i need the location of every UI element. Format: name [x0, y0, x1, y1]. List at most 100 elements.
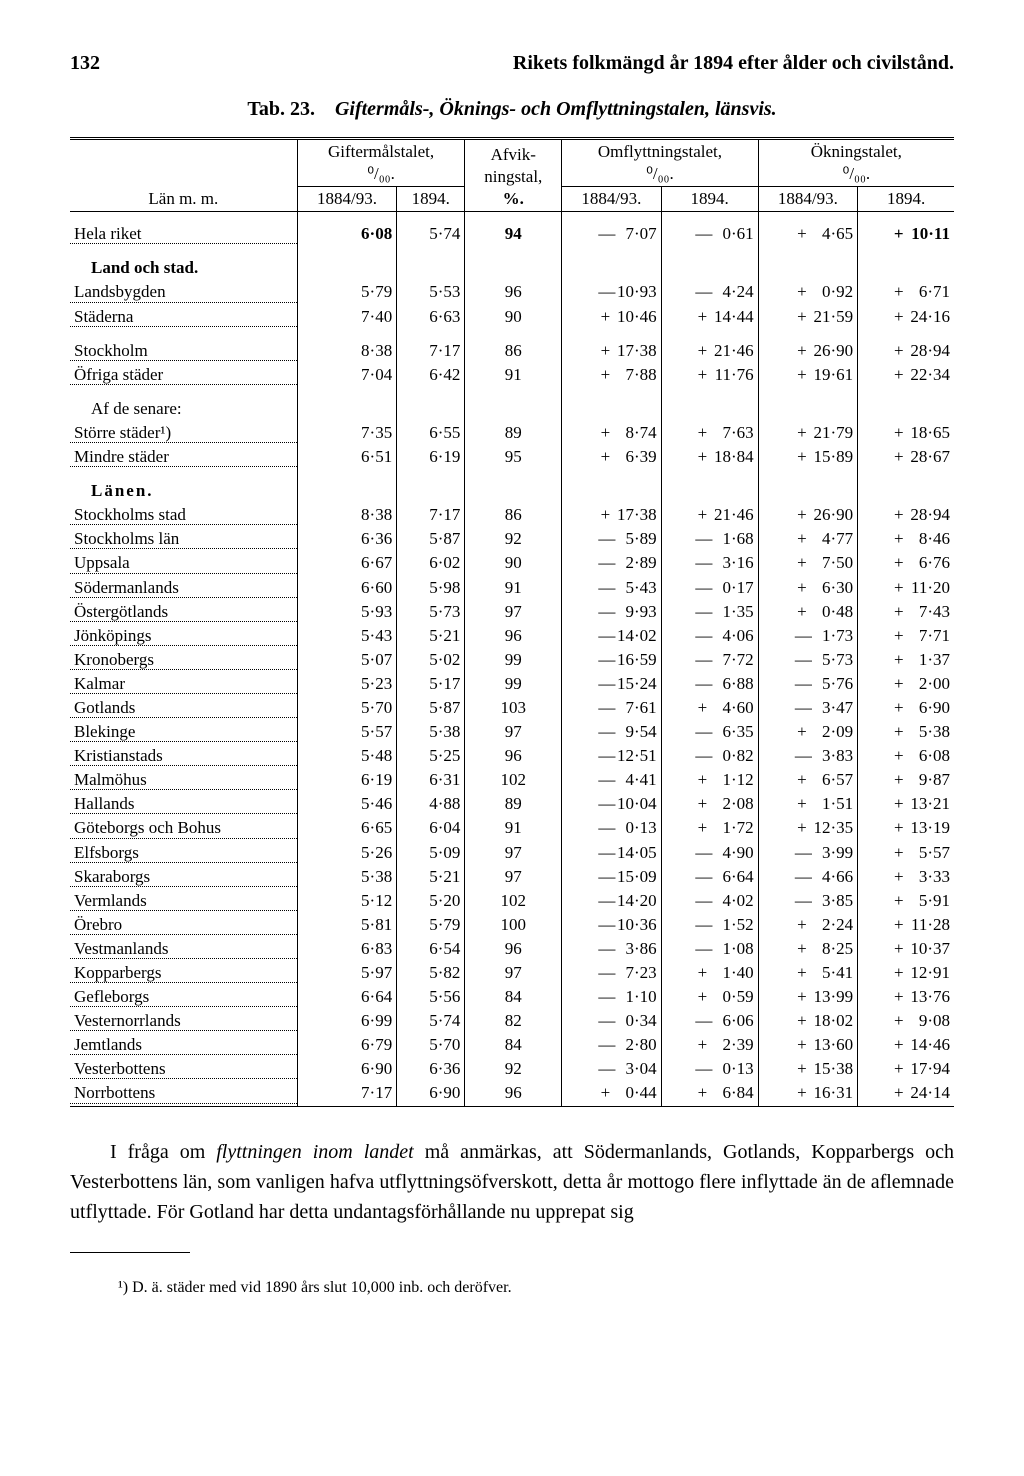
value-cell: + 7·50	[758, 551, 858, 575]
value-cell: + 14·44	[661, 305, 758, 329]
value-cell: 5·26	[297, 841, 397, 865]
value-cell: — 0·82	[661, 744, 758, 768]
table-row: Stockholms län6·365·8792— 5·89— 1·68+ 4·…	[70, 527, 954, 551]
value-cell: 100	[465, 913, 562, 937]
value-cell: 5·21	[397, 865, 465, 889]
value-cell: — 5·89	[562, 527, 662, 551]
value-cell: 99	[465, 648, 562, 672]
value-cell: + 6·39	[562, 445, 662, 469]
value-cell: — 4·66	[758, 865, 858, 889]
table-row: Kronobergs5·075·0299— 16·59— 7·72— 5·73+…	[70, 648, 954, 672]
value-cell: 6·67	[297, 551, 397, 575]
value-cell: — 1·10	[562, 985, 662, 1009]
row-label: Gotlands	[70, 696, 297, 720]
value-cell: + 12·35	[758, 816, 858, 840]
value-cell: + 5·57	[858, 841, 954, 865]
value-cell: 6·83	[297, 937, 397, 961]
value-cell: 5·93	[297, 600, 397, 624]
value-cell: 91	[465, 576, 562, 600]
table-row: Större städer¹)7·356·5589+ 8·74+ 7·63+ 2…	[70, 421, 954, 445]
value-cell: — 4·24	[661, 280, 758, 304]
row-label: Hallands	[70, 792, 297, 816]
value-cell: 7·40	[297, 305, 397, 329]
value-cell: + 5·91	[858, 889, 954, 913]
value-cell: + 13·76	[858, 985, 954, 1009]
value-cell: 5·87	[397, 696, 465, 720]
value-cell: — 5·76	[758, 672, 858, 696]
value-cell: — 7·61	[562, 696, 662, 720]
value-cell: 89	[465, 792, 562, 816]
value-cell: + 2·09	[758, 720, 858, 744]
value-cell: 6·36	[397, 1057, 465, 1081]
value-cell: 5·46	[297, 792, 397, 816]
value-cell: 5·57	[297, 720, 397, 744]
value-cell: — 5·43	[562, 576, 662, 600]
value-cell: 5·17	[397, 672, 465, 696]
value-cell: + 24·16	[858, 305, 954, 329]
row-label: Mindre städer	[70, 445, 297, 469]
value-cell: — 14·02	[562, 624, 662, 648]
table-row: Blekinge5·575·3897— 9·54— 6·35+ 2·09+ 5·…	[70, 720, 954, 744]
value-cell: + 0·44	[562, 1081, 662, 1106]
value-cell: + 21·59	[758, 305, 858, 329]
table-row: Vesterbottens6·906·3692— 3·04— 0·13+ 15·…	[70, 1057, 954, 1081]
value-cell: 6·90	[297, 1057, 397, 1081]
value-cell: + 6·84	[661, 1081, 758, 1106]
value-cell: 97	[465, 961, 562, 985]
value-cell: + 5·38	[858, 720, 954, 744]
table-row: Malmöhus6·196·31102— 4·41+ 1·12+ 6·57+ 9…	[70, 768, 954, 792]
value-cell: — 1·08	[661, 937, 758, 961]
value-cell: 8·38	[297, 503, 397, 527]
row-label: Öfriga städer	[70, 363, 297, 387]
table-row: Hela riket6·085·7494— 7·07— 0·61+ 4·65+ …	[70, 222, 954, 246]
col-omflytt: Omflyttningstalet,⁰/₀₀.	[562, 139, 759, 187]
value-cell: + 21·46	[661, 503, 758, 527]
value-cell: — 10·93	[562, 280, 662, 304]
value-cell: 90	[465, 551, 562, 575]
value-cell: — 4·90	[661, 841, 758, 865]
row-label: Jönköpings	[70, 624, 297, 648]
value-cell: 6·54	[397, 937, 465, 961]
value-cell: 6·63	[397, 305, 465, 329]
col-y2b: 1894.	[661, 187, 758, 212]
value-cell: — 15·09	[562, 865, 662, 889]
value-cell: 5·79	[397, 913, 465, 937]
value-cell: 6·99	[297, 1009, 397, 1033]
value-cell: 5·70	[297, 696, 397, 720]
value-cell: + 6·08	[858, 744, 954, 768]
value-cell: + 0·92	[758, 280, 858, 304]
value-cell: + 1·72	[661, 816, 758, 840]
value-cell: 7·17	[397, 503, 465, 527]
table-row: Kristianstads5·485·2596— 12·51— 0·82— 3·…	[70, 744, 954, 768]
row-label: Kalmar	[70, 672, 297, 696]
row-label: Vesterbottens	[70, 1057, 297, 1081]
value-cell: + 8·46	[858, 527, 954, 551]
value-cell: 7·04	[297, 363, 397, 387]
value-cell: 7·17	[297, 1081, 397, 1106]
value-cell: + 13·60	[758, 1033, 858, 1057]
row-label: Östergötlands	[70, 600, 297, 624]
value-cell: — 10·04	[562, 792, 662, 816]
col-gifter: Giftermålstalet,⁰/₀₀.	[297, 139, 465, 187]
row-label: Jemtlands	[70, 1033, 297, 1057]
value-cell: + 6·90	[858, 696, 954, 720]
value-cell: + 2·39	[661, 1033, 758, 1057]
row-label: Stockholms stad	[70, 503, 297, 527]
value-cell: + 9·08	[858, 1009, 954, 1033]
value-cell: + 17·38	[562, 339, 662, 363]
value-cell: + 6·71	[858, 280, 954, 304]
value-cell: 5·12	[297, 889, 397, 913]
value-cell: + 1·37	[858, 648, 954, 672]
footnote-rule	[70, 1252, 190, 1253]
row-label: Uppsala	[70, 551, 297, 575]
value-cell: + 15·89	[758, 445, 858, 469]
value-cell: 6·79	[297, 1033, 397, 1057]
value-cell: — 0·13	[562, 816, 662, 840]
table-row: Vesternorrlands6·995·7482— 0·34— 6·06+ 1…	[70, 1009, 954, 1033]
row-label: Vesternorrlands	[70, 1009, 297, 1033]
row-label: Kronobergs	[70, 648, 297, 672]
value-cell: 7·17	[397, 339, 465, 363]
value-cell: 91	[465, 363, 562, 387]
row-label: Städerna	[70, 305, 297, 329]
table-row: Elfsborgs5·265·0997— 14·05— 4·90— 3·99+ …	[70, 841, 954, 865]
